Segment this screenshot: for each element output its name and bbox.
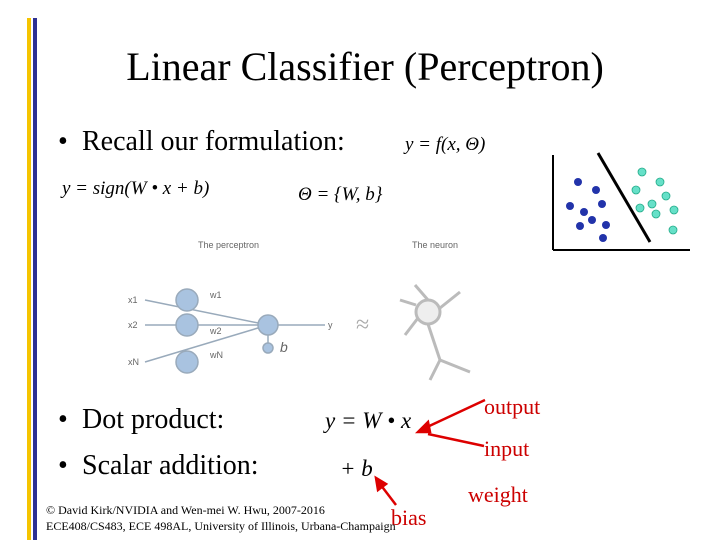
bullet-text: Dot product:: [82, 404, 224, 435]
formula: y = f(x, Θ): [403, 134, 485, 155]
accent-bar: [27, 18, 31, 540]
formula: Θ = {W, b}: [298, 184, 383, 205]
scatter-illustration: [552, 152, 690, 251]
bullet-text: Scalar addition:: [82, 450, 259, 481]
formula: y = sign(W • x + b): [60, 178, 209, 199]
weight-label: wN: [209, 350, 223, 360]
caption: The perceptron: [198, 240, 259, 250]
bullet: •: [58, 126, 68, 157]
title: Linear Classifier (Perceptron): [126, 44, 604, 89]
weight-label: w1: [209, 290, 222, 300]
bullet: •: [58, 404, 68, 435]
approx: ≈: [356, 312, 369, 338]
formula: y = W • x: [323, 408, 412, 433]
annotation: bias: [391, 505, 426, 530]
output-label: y: [328, 320, 333, 330]
footer: ECE408/CS483, ECE 498AL, University of I…: [46, 519, 396, 533]
input-label: x1: [128, 295, 138, 305]
bullet: •: [58, 450, 68, 481]
formula: + b: [340, 456, 373, 481]
input-label: xN: [128, 357, 139, 367]
annotation: input: [484, 436, 529, 461]
annotation: weight: [468, 482, 528, 507]
caption: The neuron: [412, 240, 458, 250]
annotation-arrows: [374, 398, 486, 506]
bullet-text: Recall our formulation:: [82, 126, 345, 157]
annotation: output: [484, 394, 540, 419]
footer: © David Kirk/NVIDIA and Wen-mei W. Hwu, …: [46, 503, 325, 517]
accent-bar: [33, 18, 37, 540]
bias-label: b: [280, 339, 288, 355]
neuron-drawing: [399, 284, 471, 381]
input-label: x2: [128, 320, 138, 330]
weight-label: w2: [209, 326, 222, 336]
perceptron-diagram: [144, 288, 325, 374]
